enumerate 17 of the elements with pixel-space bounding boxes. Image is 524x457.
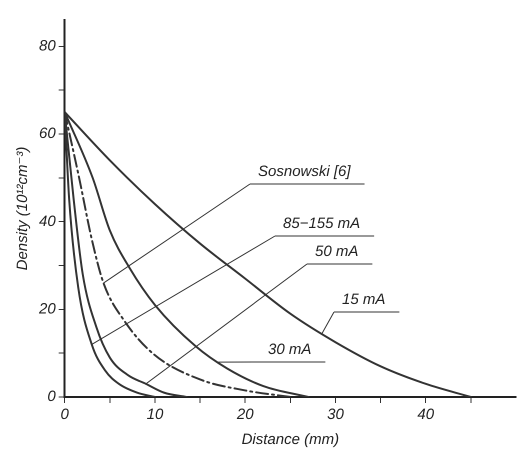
y-tick-label: 80 — [38, 37, 56, 54]
y-tick-label: 40 — [38, 212, 56, 230]
x-axis-title: Distance (mm) — [242, 431, 340, 448]
y-tick-label: 0 — [47, 388, 56, 406]
x-tick-label: 40 — [417, 406, 435, 424]
y-axis-title: Density (10¹²cm⁻³) — [14, 146, 32, 270]
y-tick-label: 20 — [38, 300, 56, 318]
y-tick-label: 60 — [38, 125, 56, 142]
x-tick-label: 0 — [60, 406, 70, 424]
x-tick-label: 10 — [146, 406, 164, 424]
x-tick-label: 20 — [236, 406, 254, 424]
series-label: 30 mA — [268, 341, 312, 358]
text: 50 mA — [315, 243, 358, 260]
x-tick-label: 30 — [327, 406, 344, 424]
text: 85−155 mA — [283, 215, 360, 232]
text: Sosnowski [6] — [258, 163, 352, 180]
text: 15 mA — [342, 291, 386, 308]
